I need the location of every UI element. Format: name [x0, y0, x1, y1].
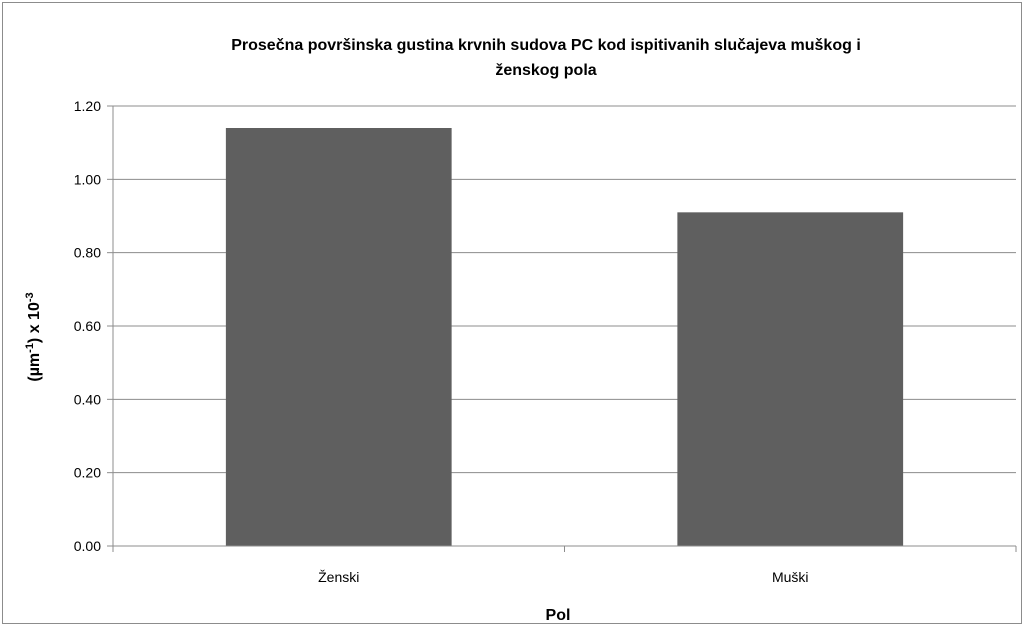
y-tick-label: 1.00: [74, 171, 101, 187]
y-tick-labels: 0.00 0.20 0.40 0.60 0.80 1.00 1.20: [74, 98, 101, 554]
y-axis-title-sup-2: -3: [24, 292, 36, 302]
y-tick-label: 0.60: [74, 318, 101, 334]
x-category-label: Muški: [772, 569, 809, 585]
bars: [225, 128, 904, 547]
y-tick-label: 0.00: [74, 538, 101, 554]
bar-1: [225, 128, 452, 546]
y-axis-title: (µm-1) x 10-3: [24, 292, 43, 381]
x-axis-title: Pol: [546, 607, 571, 624]
y-tick-label: 0.80: [74, 245, 101, 261]
x-category-label: Ženski: [318, 569, 359, 585]
x-tick-labels: Ženski Muški: [318, 569, 808, 585]
bar-2: [677, 212, 904, 547]
y-tick-label: 1.20: [74, 98, 101, 114]
y-tick-label: 0.20: [74, 465, 101, 481]
chart-title-line-2: ženskog pola: [495, 62, 596, 79]
y-axis-title-sup-1: -1: [24, 343, 36, 353]
y-axis-title-part-1: (µm: [26, 353, 43, 382]
chart-title-line-1: Prosečna površinska gustina krvnih sudov…: [231, 37, 861, 54]
axes: [107, 105, 1017, 552]
y-axis-title-part-2: ) x 10: [26, 302, 43, 343]
bar-chart: Prosečna površinska gustina krvnih sudov…: [24, 37, 1017, 624]
y-tick-label: 0.40: [74, 391, 101, 407]
